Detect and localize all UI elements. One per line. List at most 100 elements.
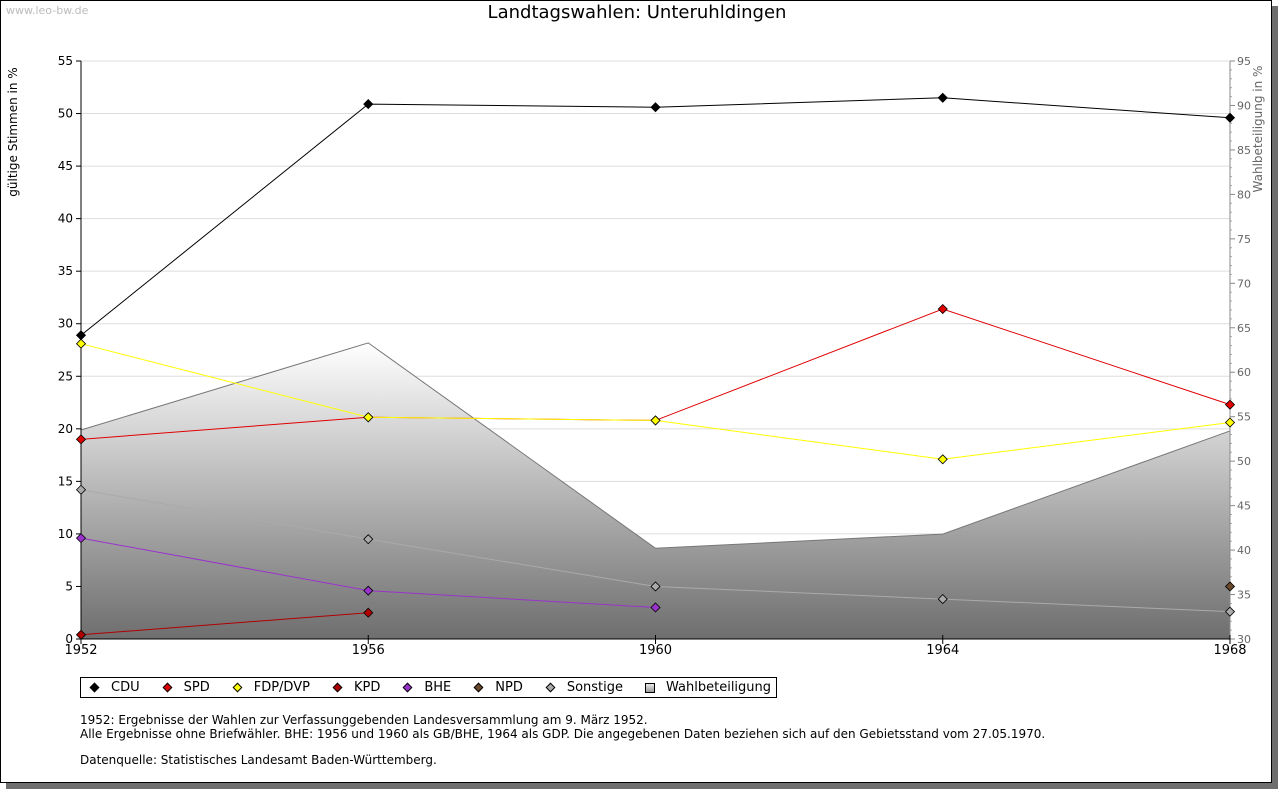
y2-tick-label: 75 bbox=[1237, 233, 1251, 246]
legend-diamond-icon bbox=[162, 682, 173, 693]
data-point bbox=[363, 585, 374, 596]
x-tick-label: 1956 bbox=[352, 643, 385, 658]
data-point bbox=[937, 92, 948, 103]
x-tick-label: 1964 bbox=[926, 643, 959, 658]
turnout-area bbox=[80, 342, 1231, 639]
y-tick-label: 40 bbox=[58, 212, 73, 226]
y-tick-label: 45 bbox=[58, 159, 73, 173]
data-point bbox=[937, 303, 948, 315]
legend-label: CDU bbox=[111, 680, 140, 695]
x-tick-label: 1960 bbox=[639, 643, 672, 658]
data-point bbox=[75, 434, 87, 445]
notes: 1952: Ergebnisse der Wahlen zur Verfassu… bbox=[80, 713, 1045, 767]
y2-tick-label: 65 bbox=[1237, 322, 1251, 335]
data-point bbox=[1224, 581, 1236, 592]
legend-label: FDP/DVP bbox=[253, 680, 310, 695]
legend-item: CDU bbox=[85, 680, 140, 695]
x-tick-label: 1968 bbox=[1213, 643, 1246, 658]
y-axis-label: gültige Stimmen in % bbox=[6, 67, 20, 196]
legend-item: SPD bbox=[158, 680, 210, 695]
legend-diamond-icon bbox=[232, 682, 243, 693]
y-tick-label: 10 bbox=[58, 527, 73, 541]
y-tick-label: 50 bbox=[58, 107, 73, 121]
y-tick-label: 35 bbox=[58, 264, 73, 278]
series-npd bbox=[1224, 581, 1236, 592]
note-line-3: Datenquelle: Statistisches Landesamt Bad… bbox=[80, 753, 437, 767]
legend: CDU SPD FDP/DVP KPD BHE NPD Sonstige Wahlbeteil… bbox=[80, 677, 778, 698]
chart-svg: 0 5 10 15 20 25 30 35 40 45 50 55 30 35 40 45 50 55 60 65 70… bbox=[6, 54, 1265, 658]
y2-tick-label: 40 bbox=[1237, 544, 1251, 557]
legend-label: BHE bbox=[424, 680, 452, 695]
legend-diamond-icon bbox=[402, 682, 413, 693]
data-point bbox=[650, 602, 661, 613]
data-point bbox=[75, 338, 87, 349]
legend-label: Wahlbeteiligung bbox=[666, 680, 772, 695]
legend-label: NPD bbox=[495, 680, 523, 695]
y2-tick-label: 55 bbox=[1237, 411, 1251, 424]
data-point bbox=[650, 581, 661, 592]
y2-tick-label: 90 bbox=[1237, 99, 1251, 112]
y2-tick-label: 60 bbox=[1237, 366, 1251, 379]
series-kpd bbox=[75, 607, 374, 640]
y-tick-label: 15 bbox=[58, 474, 73, 488]
data-point bbox=[363, 534, 374, 545]
series-lines bbox=[75, 92, 1236, 640]
data-point bbox=[75, 629, 87, 640]
series-sonstige bbox=[75, 484, 1236, 617]
series-line bbox=[80, 97, 1231, 336]
legend-diamond-icon bbox=[332, 682, 343, 693]
data-point bbox=[650, 102, 661, 113]
y2-tick-label: 85 bbox=[1237, 144, 1251, 157]
x-tick-label: 1952 bbox=[64, 643, 97, 658]
data-point bbox=[1224, 606, 1236, 617]
data-point bbox=[363, 99, 374, 110]
note-line-1: 1952: Ergebnisse der Wahlen zur Verfassu… bbox=[80, 713, 648, 727]
y2-tick-label: 95 bbox=[1237, 55, 1251, 68]
legend-item: FDP/DVP bbox=[228, 680, 310, 695]
legend-item: BHE bbox=[398, 680, 451, 695]
legend-label: Sonstige bbox=[566, 680, 624, 695]
axes: 0 5 10 15 20 25 30 35 40 45 50 55 30 35 40 45 50 55 60 65 70… bbox=[58, 54, 1251, 658]
y2-tick-label: 35 bbox=[1237, 589, 1251, 602]
data-point bbox=[75, 533, 87, 544]
axis-labels: gültige Stimmen in % Wahlbeteiligung in … bbox=[6, 66, 1265, 197]
data-point bbox=[650, 415, 661, 426]
series-bhe bbox=[75, 533, 661, 613]
y-tick-label: 20 bbox=[58, 422, 73, 436]
watermark: www.leo-bw.de bbox=[6, 4, 89, 17]
chart-title: Landtagswahlen: Unteruhldingen bbox=[487, 2, 787, 23]
data-point bbox=[363, 607, 374, 618]
data-point bbox=[75, 484, 87, 495]
turnout-area-fill bbox=[81, 342, 1230, 639]
legend-square-icon bbox=[645, 682, 656, 693]
series-line bbox=[80, 612, 369, 636]
legend-label: KPD bbox=[353, 680, 381, 695]
y-tick-label: 30 bbox=[58, 317, 73, 331]
data-point bbox=[937, 593, 948, 605]
data-point bbox=[1224, 112, 1236, 123]
data-point bbox=[363, 412, 374, 423]
y2-tick-label: 80 bbox=[1237, 188, 1251, 201]
y2-tick-label: 30 bbox=[1237, 633, 1251, 646]
legend-diamond-icon bbox=[89, 682, 100, 693]
legend-diamond-icon bbox=[545, 682, 556, 693]
y2-tick-label: 70 bbox=[1237, 277, 1251, 290]
legend-item: Wahlbeteiligung bbox=[641, 680, 771, 695]
legend-item: NPD bbox=[469, 680, 523, 695]
data-point bbox=[937, 454, 948, 465]
y2-tick-label: 45 bbox=[1237, 500, 1251, 513]
data-point bbox=[1224, 417, 1236, 428]
y2-axis-label: Wahlbeteiligung in % bbox=[1251, 66, 1265, 193]
y-tick-label: 25 bbox=[58, 369, 73, 383]
y-tick-label: 5 bbox=[65, 579, 73, 593]
note-line-2: Alle Ergebnisse ohne Briefwähler. BHE: 1… bbox=[80, 727, 1046, 741]
turnout-area-line bbox=[80, 342, 1231, 549]
series-cdu bbox=[75, 92, 1236, 341]
data-point bbox=[1224, 399, 1236, 410]
y-tick-label: 55 bbox=[58, 54, 73, 68]
y2-tick-label: 50 bbox=[1237, 455, 1251, 468]
legend-label: SPD bbox=[183, 680, 210, 695]
legend-diamond-icon bbox=[473, 682, 484, 693]
legend-item: Sonstige bbox=[541, 680, 623, 695]
legend-item: KPD bbox=[328, 680, 380, 695]
